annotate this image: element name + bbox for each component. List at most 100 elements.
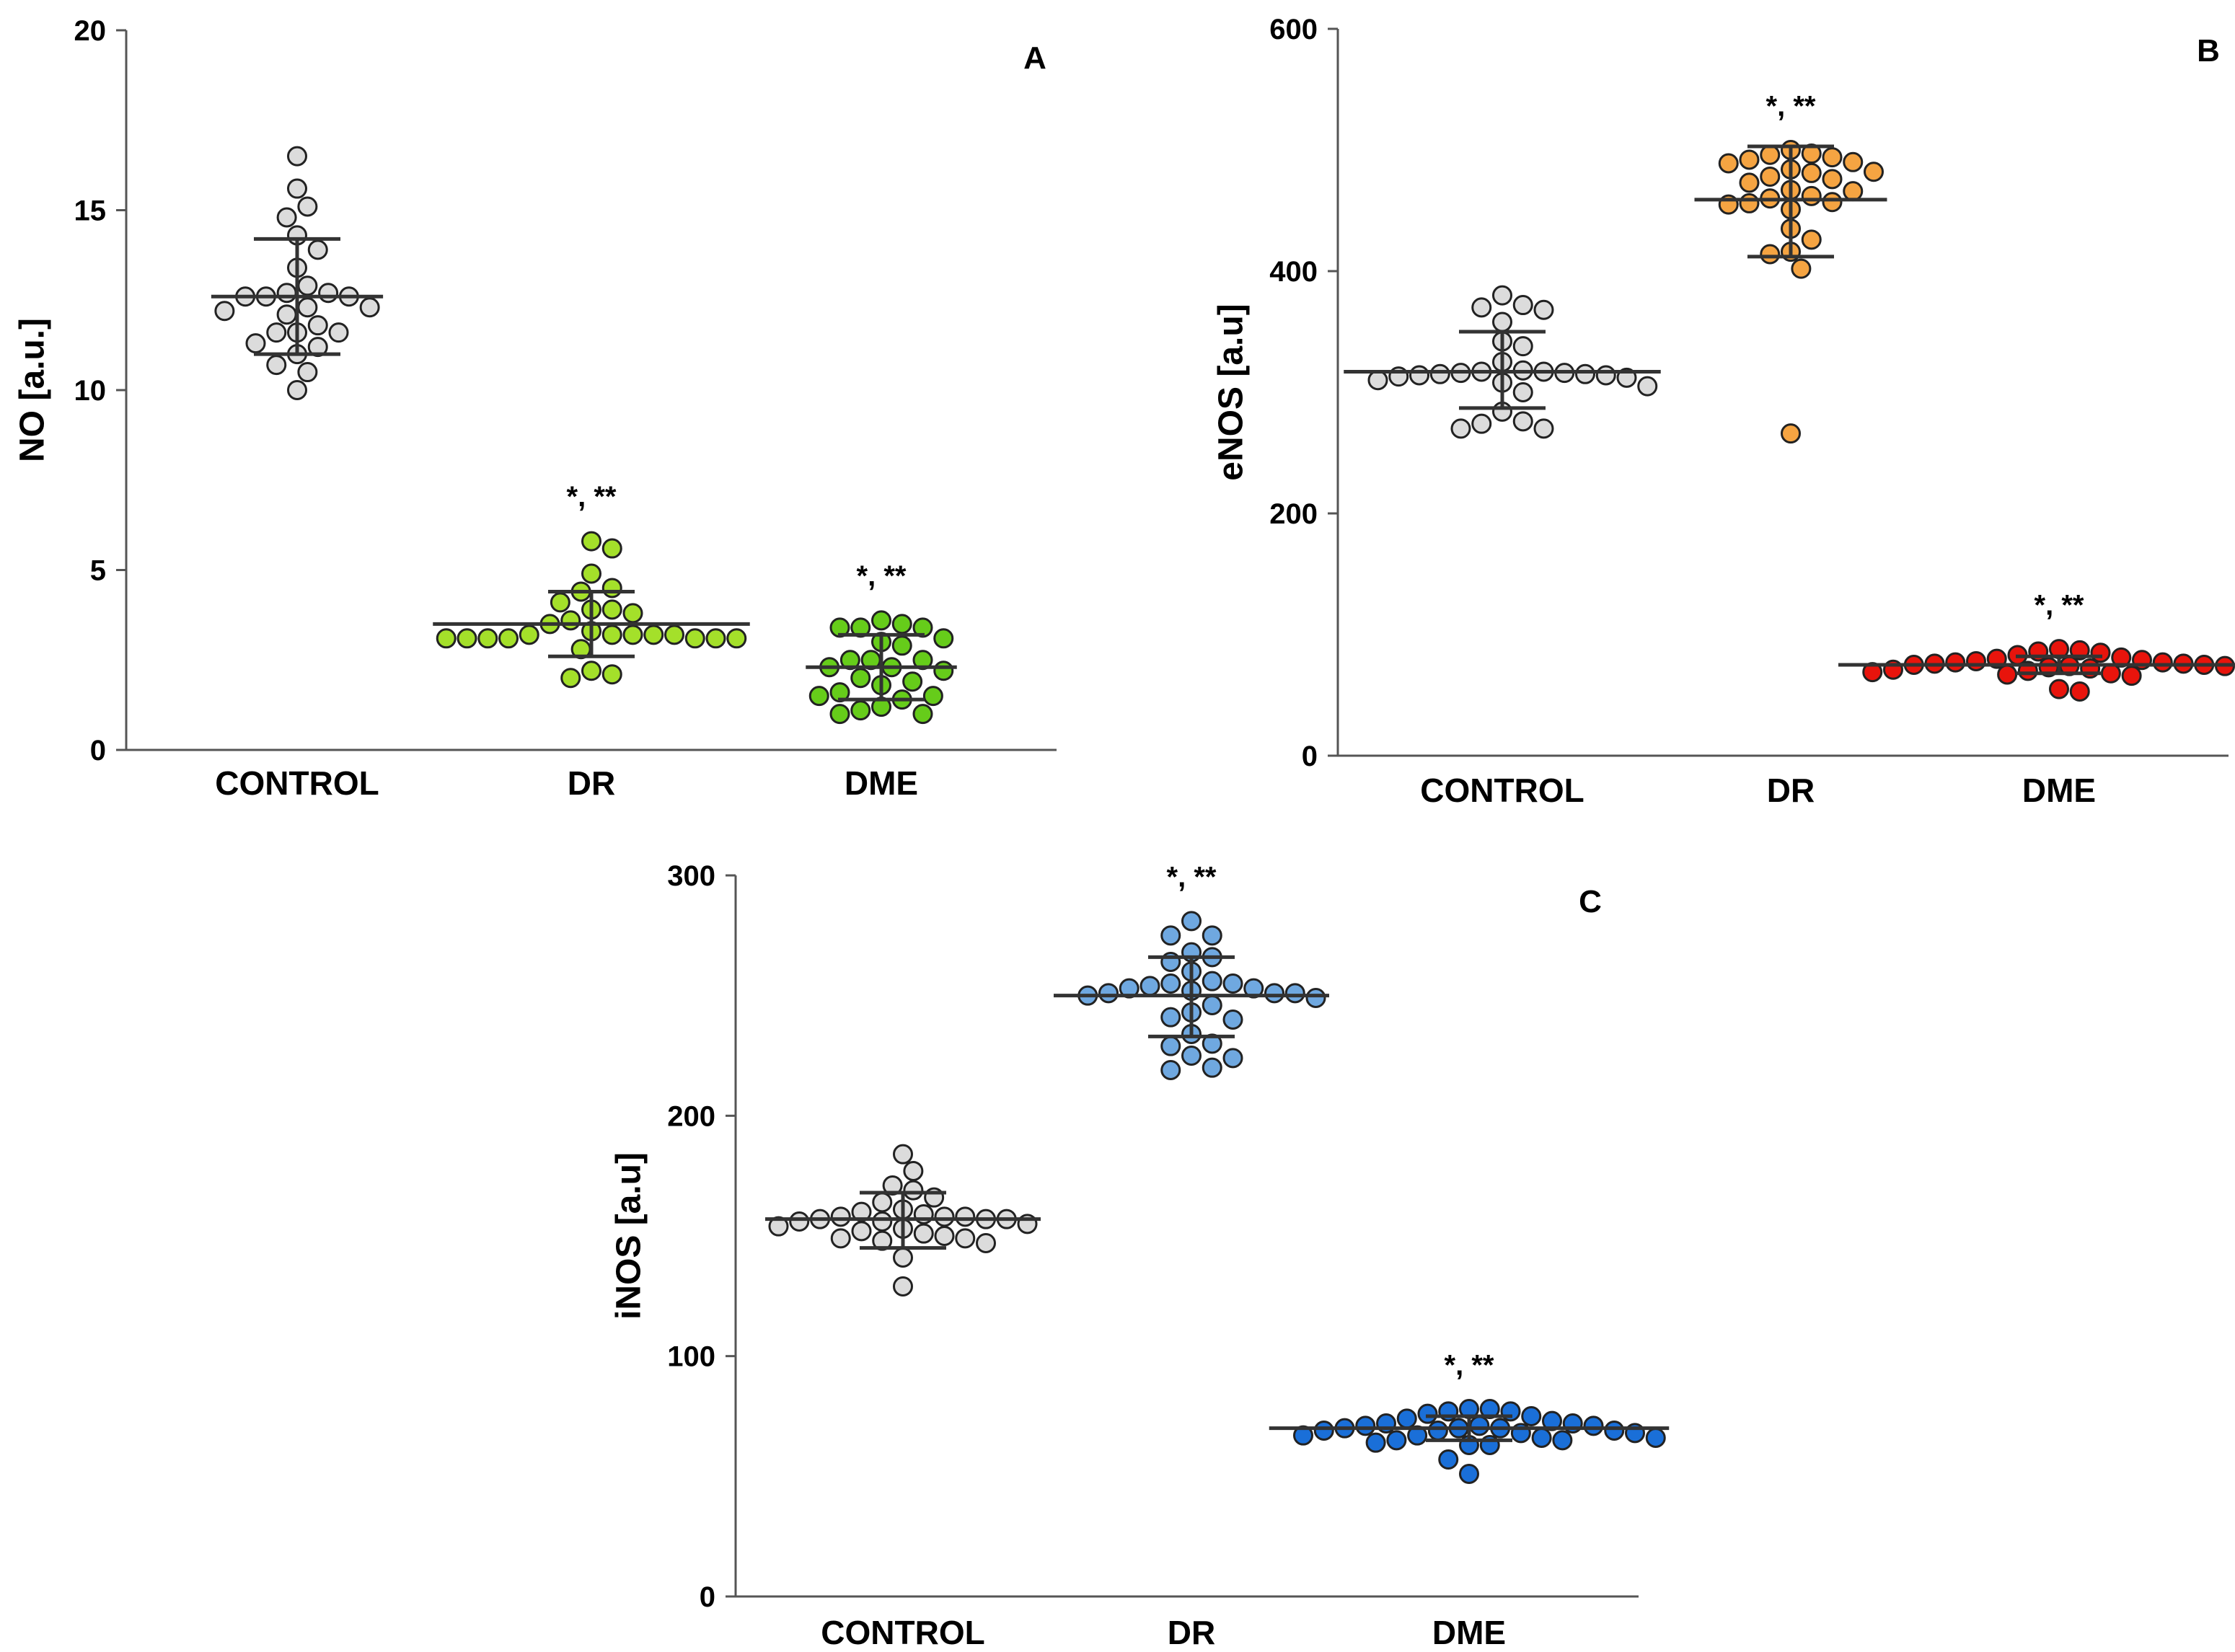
panel-c-data-point — [1284, 983, 1305, 1004]
panel-a-significance-label: *, ** — [857, 560, 907, 592]
panel-b-data-point — [1471, 413, 1492, 434]
panel-b-data-point — [1801, 162, 1822, 183]
panel-c-data-point — [1222, 1048, 1243, 1069]
panel-b-data-point — [1575, 363, 1595, 384]
panel-a-category-label: CONTROL — [215, 764, 379, 802]
panel-c-data-point — [1160, 925, 1181, 946]
panel-a-data-point — [601, 599, 622, 620]
panel-b-data-point — [1512, 295, 1533, 316]
panel-b-data-point — [1595, 365, 1616, 386]
panel-c-data-point — [851, 1221, 872, 1242]
panel-c-data-point — [1386, 1430, 1407, 1451]
panel-a-data-point — [307, 337, 328, 358]
panel-b-data-point — [1945, 652, 1966, 673]
panel-a-data-point — [839, 650, 860, 671]
panel-c-data-point — [1222, 1010, 1243, 1030]
panel-b-data-point — [1843, 151, 1864, 172]
panel-b-data-point — [1492, 285, 1512, 306]
panel-a-data-point — [276, 283, 297, 304]
panel-a-data-point — [601, 664, 622, 685]
panel-b-data-point — [1492, 312, 1512, 332]
panel-c-significance-label: *, ** — [1445, 1349, 1494, 1381]
panel-a-data-point — [560, 668, 581, 689]
panel-c-data-point — [955, 1228, 976, 1249]
panel-a-data-point — [726, 628, 747, 649]
panel-c-data-point — [1160, 1007, 1181, 1028]
panel-c-data-point — [789, 1211, 810, 1232]
panel-c-data-point — [1202, 971, 1222, 991]
panel-b-y-axis-label: eNOS [a.u] — [1212, 304, 1251, 480]
panel-a-data-point — [912, 650, 933, 671]
panel-b-data-point — [1450, 418, 1471, 439]
panel-a-y-tick-label: 15 — [74, 195, 107, 227]
panel-a-data-point — [276, 304, 297, 325]
panel-b-data-point — [1822, 147, 1843, 168]
panel-b-data-point — [1801, 185, 1822, 206]
panel-c-data-point — [893, 1144, 913, 1165]
panel-a-data-point — [214, 301, 235, 322]
panel-a-data-point — [933, 661, 954, 681]
panel-b-data-point — [1409, 365, 1429, 386]
panel-a-data-point — [550, 592, 570, 613]
panel-c-data-point — [903, 1180, 924, 1201]
panel-b-data-point — [1791, 258, 1812, 279]
panel-a-data-point — [601, 578, 622, 598]
panel-c-data-point — [893, 1276, 913, 1297]
panel-b-data-point — [1512, 382, 1533, 402]
panel-a-data-point — [684, 628, 705, 649]
panel-c-y-tick-label: 0 — [700, 1581, 715, 1613]
panel-c-data-point — [872, 1211, 893, 1232]
panel-c-data-point — [1160, 1035, 1181, 1056]
panel-c-data-point — [1365, 1432, 1386, 1453]
panel-a-data-point — [829, 682, 850, 703]
panel-b-data-point — [1822, 192, 1843, 213]
panel-a-data-point — [276, 207, 297, 228]
panel-a-data-point — [245, 333, 266, 354]
panel-a-data-point — [436, 628, 457, 649]
panel-b-significance-label: *, ** — [2035, 590, 2084, 622]
panel-a-data-point — [307, 239, 328, 260]
panel-c-data-point — [1459, 1464, 1479, 1484]
panel-c-data-point — [1427, 1421, 1448, 1441]
panel-c-data-point — [1160, 1060, 1181, 1080]
panel-a-data-point — [318, 283, 339, 304]
panel-a-data-point — [922, 686, 943, 707]
panel-b-data-point — [1760, 244, 1781, 265]
panel-a-data-point — [266, 355, 287, 376]
panel-c-data-point — [1531, 1428, 1552, 1448]
panel-c-category-label: DR — [1168, 1614, 1215, 1651]
panel-a-letter: A — [1023, 40, 1046, 76]
panel-a-data-point — [297, 275, 318, 296]
panel-a-y-tick-label: 5 — [90, 555, 106, 587]
panel-b-data-point — [1533, 299, 1554, 320]
panel-a-data-point — [622, 603, 643, 624]
panel-b-data-point — [2121, 666, 2142, 686]
panel-b-data-point — [1822, 169, 1843, 190]
panel-a-data-point — [850, 617, 871, 638]
panel-c-data-point — [1521, 1406, 1542, 1426]
panel-b-data-point — [1718, 153, 1739, 174]
panel-b-y-tick-label: 600 — [1269, 14, 1318, 45]
panel-a-data-point — [705, 628, 726, 649]
panel-b-data-point — [1739, 193, 1760, 213]
panel-b-y-tick-label: 400 — [1269, 256, 1318, 288]
panel-a-data-point — [266, 322, 287, 343]
panel-a-data-point — [808, 686, 829, 707]
panel-a-data-point — [891, 635, 912, 656]
panel-a-data-point — [622, 624, 643, 645]
panel-a-data-point — [297, 196, 318, 217]
panel-b-data-point — [2100, 663, 2121, 684]
panel-a-data-point — [581, 661, 601, 681]
panel-c-data-point — [1438, 1449, 1459, 1470]
panel-c-data-point — [872, 1192, 893, 1213]
panel-a-data-point — [519, 624, 539, 645]
panel-b-chart: 0 200 400 600 eNOS [a.u] B CONTROL DR DME *, ** *,… — [1212, 14, 2235, 809]
panel-a-data-point — [477, 628, 498, 649]
panel-b-data-point — [1429, 363, 1450, 384]
panel-c-data-point — [893, 1247, 913, 1268]
panel-a-data-point — [287, 380, 307, 400]
panel-a-data-point — [328, 322, 349, 343]
panel-c-y-tick-label: 100 — [667, 1341, 715, 1373]
panel-a-chart: 0 5 10 15 20 NO [a.u.] A CONTROL DR DME *, ** *, ** — [14, 15, 1057, 802]
panel-a-data-point — [850, 700, 871, 721]
